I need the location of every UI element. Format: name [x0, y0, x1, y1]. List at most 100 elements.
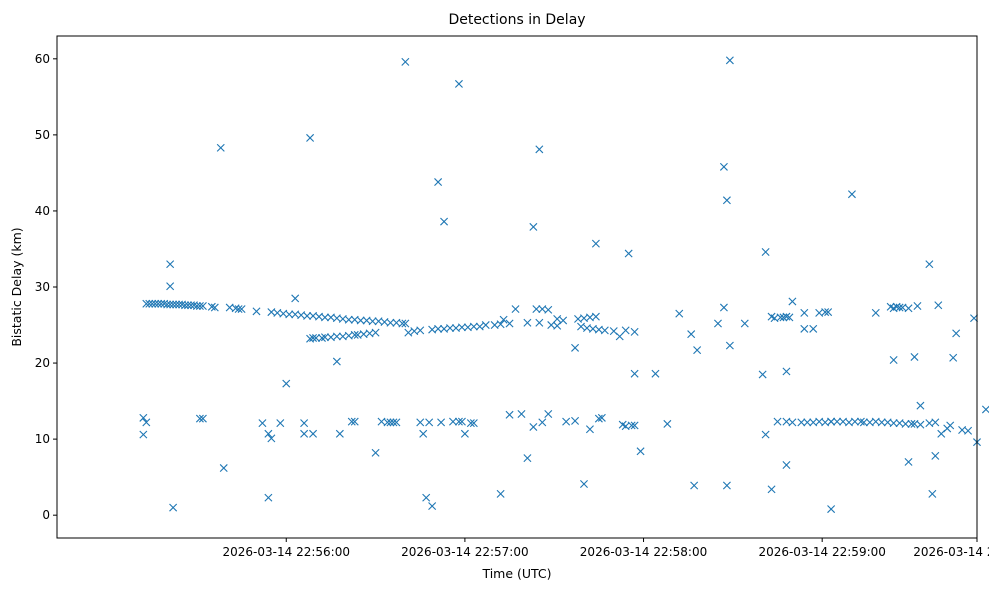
data-point	[904, 457, 913, 466]
y-tick-label: 20	[35, 356, 50, 370]
data-point	[475, 322, 484, 331]
data-point	[496, 489, 505, 498]
data-point	[169, 300, 178, 309]
data-point	[591, 239, 600, 248]
data-point	[172, 300, 181, 309]
data-point	[523, 318, 532, 327]
data-point	[505, 319, 514, 328]
data-point	[624, 249, 633, 258]
data-point	[139, 430, 148, 439]
data-point	[949, 353, 958, 362]
data-point	[386, 418, 395, 427]
data-point	[216, 143, 225, 152]
data-point	[931, 418, 940, 427]
data-point	[559, 316, 568, 325]
data-point	[782, 367, 791, 376]
data-point	[800, 324, 809, 333]
data-point	[821, 308, 830, 317]
data-point	[169, 503, 178, 512]
data-point	[621, 326, 630, 335]
data-point	[499, 315, 508, 324]
data-point	[422, 493, 431, 502]
y-tick-label: 50	[35, 128, 50, 142]
data-point	[627, 421, 636, 430]
data-point	[630, 369, 639, 378]
data-point	[827, 417, 836, 426]
data-point	[761, 430, 770, 439]
data-point	[154, 299, 163, 308]
data-point	[398, 319, 407, 328]
data-point	[356, 316, 365, 325]
y-tick-label: 40	[35, 204, 50, 218]
data-point	[690, 481, 699, 490]
data-point	[931, 451, 940, 460]
data-point	[544, 410, 553, 419]
data-point	[446, 324, 454, 333]
data-points	[139, 56, 989, 514]
data-point	[925, 260, 934, 269]
data-point	[585, 425, 594, 434]
data-point	[276, 419, 285, 428]
data-point	[166, 300, 175, 309]
data-point	[252, 307, 261, 316]
data-point	[317, 333, 326, 342]
data-point	[722, 196, 731, 205]
data-point	[425, 418, 434, 427]
data-point	[312, 333, 321, 342]
data-point	[913, 302, 922, 311]
y-axis-ticks: 0 10 20 30 40 50 60	[35, 52, 57, 522]
data-point	[347, 417, 356, 426]
data-point	[460, 429, 469, 438]
data-point	[889, 419, 898, 428]
data-point	[434, 324, 443, 333]
data-point	[871, 308, 880, 317]
data-point	[651, 369, 660, 378]
data-point	[535, 318, 544, 327]
data-point	[630, 327, 639, 336]
x-axis-ticks: 2026-03-14 22:56:00 2026-03-14 22:57:00 20…	[223, 538, 989, 559]
data-point	[725, 341, 734, 350]
data-point	[505, 410, 514, 419]
data-point	[457, 323, 466, 332]
data-point	[722, 481, 731, 490]
data-point	[350, 417, 359, 426]
data-point	[291, 294, 300, 303]
data-point	[234, 305, 243, 314]
data-point	[850, 417, 859, 426]
y-tick-label: 60	[35, 52, 50, 66]
data-point	[383, 418, 392, 427]
data-point	[195, 414, 204, 423]
data-point	[910, 352, 919, 361]
data-point	[964, 426, 973, 435]
data-point	[371, 328, 380, 337]
data-point	[416, 418, 425, 427]
x-axis-label: Time (UTC)	[481, 566, 551, 581]
data-point	[895, 303, 904, 312]
data-point	[758, 370, 767, 379]
data-point	[320, 333, 329, 342]
data-point	[392, 418, 401, 427]
data-point	[448, 417, 457, 426]
data-point	[663, 419, 672, 428]
data-point	[237, 305, 246, 314]
data-point	[719, 162, 728, 171]
data-point	[847, 190, 856, 199]
data-point	[434, 178, 443, 187]
data-point	[481, 321, 490, 330]
data-point	[859, 418, 868, 427]
data-point	[713, 319, 722, 328]
data-point	[615, 332, 624, 341]
data-point	[320, 313, 329, 322]
data-point	[600, 326, 609, 335]
data-point	[580, 480, 588, 488]
data-point	[928, 489, 937, 498]
data-point	[773, 417, 782, 426]
data-point	[195, 302, 204, 311]
data-point	[946, 421, 955, 430]
data-point	[916, 401, 925, 410]
data-point	[142, 418, 151, 427]
y-tick-label: 10	[35, 432, 50, 446]
data-point	[207, 302, 216, 311]
data-point	[285, 310, 294, 319]
data-point	[419, 429, 428, 438]
